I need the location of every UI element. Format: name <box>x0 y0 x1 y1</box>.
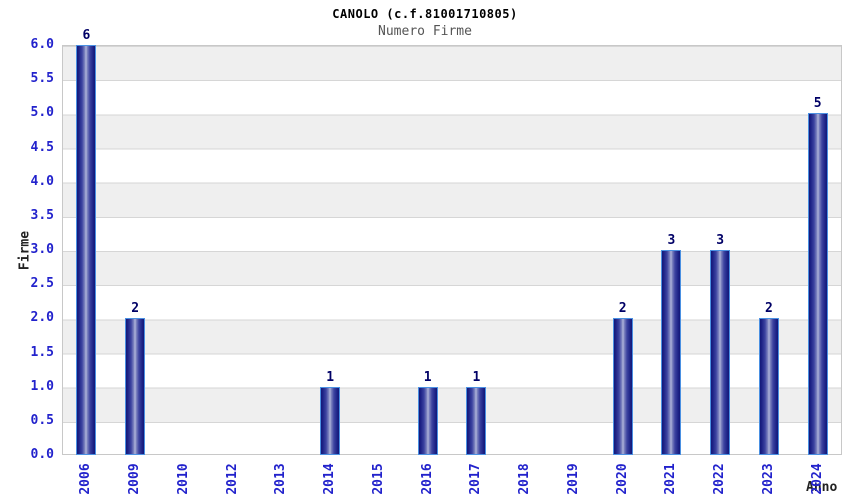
y-tick-label: 3.5 <box>30 207 54 223</box>
x-tick-label: 2018 <box>517 463 533 495</box>
x-tick-label: 2006 <box>78 463 94 495</box>
y-tick-label: 0.0 <box>30 447 54 462</box>
x-tick-label: 2014 <box>322 463 338 495</box>
x-tick-label: 2021 <box>663 463 679 495</box>
y-tick-label: 1.5 <box>30 344 54 360</box>
y-tick-label: 4.0 <box>30 173 54 189</box>
bar-2006 <box>76 45 97 455</box>
y-tick-label: 0.5 <box>30 412 54 428</box>
y-tick-label: 2.5 <box>30 276 54 292</box>
bar-2024 <box>807 113 828 455</box>
y-tick-label: 4.5 <box>30 139 54 155</box>
bar-value-label: 2 <box>764 301 773 317</box>
y-tick-label: 6.0 <box>30 37 54 52</box>
x-tick-label: 2009 <box>127 463 143 495</box>
chart-subtitle: Numero Firme <box>378 24 472 39</box>
bar-2023 <box>758 318 779 455</box>
y-tick-label: 5.5 <box>30 71 54 87</box>
x-tick-label: 2015 <box>370 463 386 495</box>
bar-value-label: 6 <box>82 28 91 43</box>
x-axis-label: Anno <box>806 480 838 495</box>
bar-2014 <box>320 386 341 455</box>
bar-value-label: 3 <box>716 233 725 248</box>
x-tick-label: 2012 <box>224 463 240 495</box>
x-tick-label: 2016 <box>419 463 435 495</box>
bar-2021 <box>661 250 682 455</box>
bar-value-label: 3 <box>667 233 676 248</box>
bar-2016 <box>417 386 438 455</box>
x-tick-label: 2010 <box>175 463 191 495</box>
bar-value-label: 5 <box>813 96 822 112</box>
bar-2017 <box>466 386 487 455</box>
x-tick-label: 2013 <box>273 463 289 495</box>
x-tick-label: 2023 <box>760 463 776 495</box>
x-tick-label: 2024 <box>809 463 825 495</box>
x-tick-label: 2017 <box>468 463 484 495</box>
x-tick-label: 2019 <box>565 463 581 495</box>
bar-value-label: 2 <box>618 301 627 317</box>
bar-value-label: 1 <box>326 369 335 385</box>
x-tick-label: 2020 <box>614 463 630 495</box>
bar-2009 <box>125 318 146 455</box>
y-tick-label: 2.0 <box>30 310 54 326</box>
x-tick-label: 2022 <box>712 463 728 495</box>
bar-value-label: 2 <box>131 301 140 317</box>
bar-value-label: 1 <box>423 369 432 385</box>
y-tick-label: 5.0 <box>30 105 54 121</box>
chart-title: CANOLO (c.f.81001710805) <box>332 7 518 21</box>
bar-2020 <box>612 318 633 455</box>
y-tick-label: 1.0 <box>30 378 54 394</box>
y-tick-label: 3.0 <box>30 242 54 257</box>
bar-value-label: 1 <box>472 369 481 385</box>
bar-2022 <box>710 250 731 455</box>
